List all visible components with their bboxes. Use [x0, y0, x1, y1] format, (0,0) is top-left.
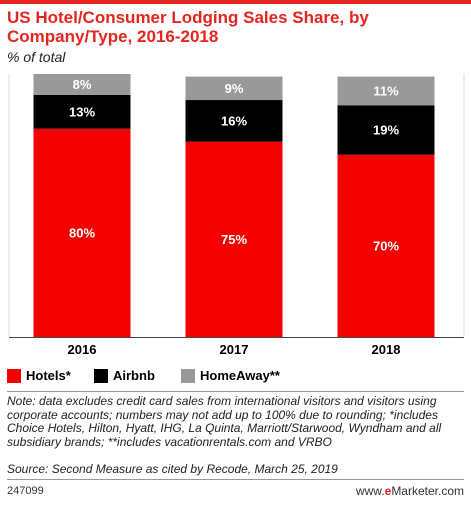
brand-suffix: Marketer.com — [391, 484, 464, 498]
bar-hotels-2016 — [33, 128, 131, 337]
x-tick-label-2016: 2016 — [68, 342, 97, 357]
data-label-hotels-2018: 70% — [373, 238, 399, 253]
legend-swatch-airbnb — [94, 369, 108, 383]
chart-id: 247099 — [7, 485, 44, 497]
footer-divider — [7, 479, 464, 480]
chart-note: Note: data excludes credit card sales fr… — [7, 394, 442, 449]
legend-label-hotels: Hotels* — [26, 368, 71, 383]
data-label-homeaway-2016: 8% — [73, 77, 92, 92]
note-divider — [7, 391, 464, 392]
data-label-airbnb-2017: 16% — [221, 113, 247, 128]
data-label-hotels-2016: 80% — [69, 225, 95, 240]
data-label-homeaway-2017: 9% — [225, 81, 244, 96]
chart-subtitle: % of total — [7, 49, 66, 65]
stacked-bar-chart: 80% 13% 8% 2016 75% 16% 9% 2017 70% 19% 11% 2018 — [8, 74, 465, 357]
brand-link[interactable]: www.eMarketer.com — [356, 484, 464, 498]
chart-title: US Hotel/Consumer Lodging Sales Share, b… — [7, 8, 369, 46]
bar-airbnb-2018 — [337, 105, 435, 155]
legend-swatch-hotels — [7, 369, 21, 383]
data-label-hotels-2017: 75% — [221, 232, 247, 247]
bar-hotels-2018 — [337, 154, 435, 337]
data-label-homeaway-2018: 11% — [373, 83, 399, 98]
bar-airbnb-2017 — [185, 100, 283, 142]
data-label-airbnb-2018: 19% — [373, 122, 399, 137]
brand-highlight: e — [384, 484, 392, 498]
legend-label-airbnb: Airbnb — [113, 368, 155, 383]
bar-homeaway-2018 — [337, 76, 435, 106]
x-tick-label-2017: 2017 — [220, 342, 249, 357]
legend-label-homeaway: HomeAway** — [200, 368, 280, 383]
bar-hotels-2017 — [185, 141, 283, 337]
legend-swatch-homeaway — [181, 369, 195, 383]
chart-source: Source: Second Measure as cited by Recod… — [7, 462, 338, 476]
bar-homeaway-2017 — [185, 76, 283, 101]
brand-prefix: www. — [355, 484, 385, 498]
data-label-airbnb-2016: 13% — [69, 104, 95, 119]
top-accent-rule — [0, 0, 471, 4]
x-tick-label-2018: 2018 — [372, 342, 401, 357]
bar-homeaway-2016 — [33, 74, 131, 95]
bar-airbnb-2016 — [33, 94, 131, 129]
